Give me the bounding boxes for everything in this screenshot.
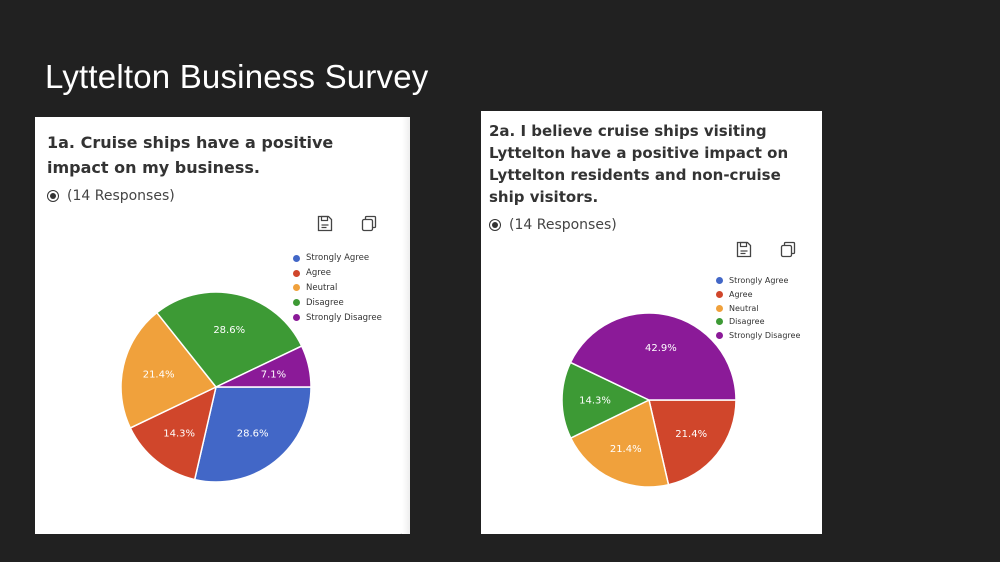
legend-dot	[293, 314, 300, 322]
legend-label: Strongly Agree	[306, 253, 370, 264]
slice-value-label: 42.9%	[645, 343, 677, 354]
responses-count: (14 Responses)	[489, 217, 617, 233]
responses-count: (14 Responses)	[47, 188, 175, 204]
copy-icon[interactable]	[361, 215, 377, 232]
slide-title: Lyttelton Business Survey	[45, 58, 429, 95]
pie-slice-agree[interactable]	[129, 385, 218, 481]
responses-label: (14 Responses)	[67, 188, 175, 204]
chart-tools	[317, 215, 377, 232]
chart-tools	[736, 241, 796, 258]
legend-label: Agree	[306, 268, 331, 279]
pie-slice-strongly-agree[interactable]	[193, 386, 312, 483]
chart-legend: Strongly Agree Agree Neutral Disagree St…	[293, 251, 382, 325]
pie-slice-agree[interactable]	[648, 399, 737, 486]
question-title: 2a. I believe cruise ships visiting Lytt…	[489, 122, 789, 206]
slice-value-label: 7.1%	[261, 369, 286, 380]
legend-item[interactable]: Disagree	[293, 295, 382, 310]
legend-label: Disagree	[729, 317, 765, 327]
slice-value-label: 21.4%	[675, 429, 707, 440]
slice-value-label: 28.6%	[213, 325, 245, 336]
radio-selected-icon[interactable]	[47, 190, 59, 202]
legend-label: Strongly Disagree	[306, 312, 382, 323]
legend-label: Neutral	[729, 303, 759, 313]
legend-item[interactable]: Strongly Disagree	[716, 329, 800, 343]
slice-value-label: 14.3%	[163, 428, 195, 439]
card-edge	[402, 117, 410, 534]
legend-item[interactable]: Neutral	[716, 301, 800, 315]
legend-dot	[716, 332, 723, 340]
legend-dot	[716, 304, 723, 312]
copy-icon[interactable]	[780, 241, 796, 258]
slice-value-label: 21.4%	[143, 369, 175, 380]
pie-slice-neutral[interactable]	[120, 311, 218, 429]
legend-label: Agree	[729, 290, 753, 300]
legend-label: Neutral	[306, 282, 338, 293]
slice-value-label: 21.4%	[610, 444, 642, 455]
question-title: 1a. Cruise ships have a positive impact …	[47, 133, 334, 177]
survey-card-2a: 2a. I believe cruise ships visiting Lytt…	[481, 111, 822, 534]
save-icon[interactable]	[736, 241, 752, 258]
legend-dot	[293, 284, 300, 292]
legend-label: Disagree	[306, 297, 344, 308]
legend-item[interactable]: Agree	[716, 288, 800, 302]
legend-label: Strongly Agree	[729, 276, 789, 286]
legend-dot	[716, 291, 723, 299]
pie-slice-strongly-disagree[interactable]	[215, 345, 312, 388]
radio-selected-icon[interactable]	[489, 219, 501, 231]
pie-slice-neutral[interactable]	[569, 398, 670, 488]
responses-label: (14 Responses)	[509, 217, 617, 233]
legend-dot	[293, 254, 300, 262]
legend-item[interactable]: Strongly Agree	[293, 251, 382, 266]
survey-card-1a: 1a. Cruise ships have a positive impact …	[35, 117, 410, 534]
pie-chart-2a: 21.4% 21.4% 14.3% 42.9%	[561, 312, 737, 488]
chart-legend: Strongly Agree Agree Neutral Disagree St…	[716, 274, 800, 342]
legend-dot	[716, 277, 723, 285]
slice-value-label: 28.6%	[237, 429, 269, 440]
legend-item[interactable]: Strongly Disagree	[293, 310, 382, 325]
pie-slice-disagree[interactable]	[561, 361, 651, 440]
legend-dot	[716, 318, 723, 326]
legend-item[interactable]: Strongly Agree	[716, 274, 800, 288]
legend-item[interactable]: Disagree	[716, 315, 800, 329]
legend-dot	[293, 299, 300, 307]
legend-label: Strongly Disagree	[729, 331, 801, 341]
legend-item[interactable]: Neutral	[293, 281, 382, 296]
slice-value-label: 14.3%	[579, 396, 611, 407]
legend-dot	[293, 269, 300, 277]
pie-chart-1a: 28.6% 14.3% 21.4% 28.6% 7.1%	[120, 291, 312, 483]
legend-item[interactable]: Agree	[293, 266, 382, 281]
pie-slice-strongly-disagree[interactable]	[569, 312, 737, 401]
save-icon[interactable]	[317, 215, 333, 232]
